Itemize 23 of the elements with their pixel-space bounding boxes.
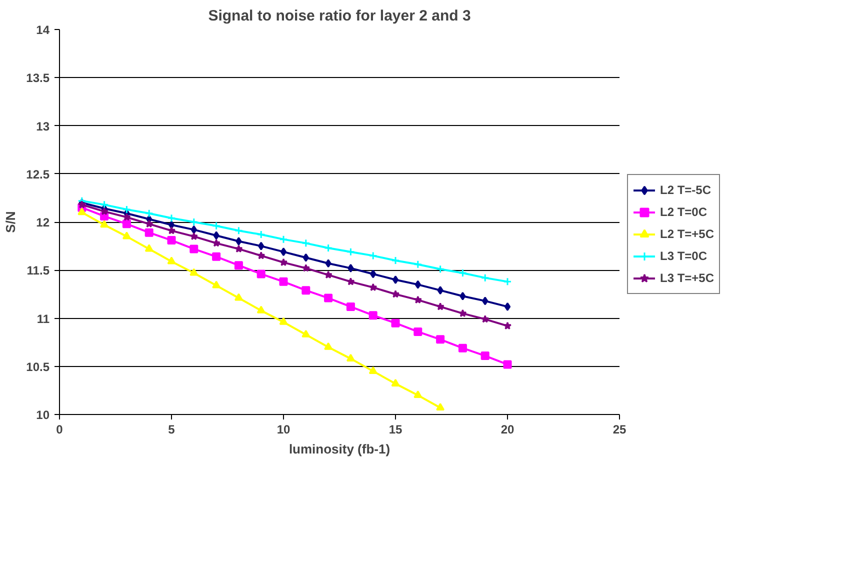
legend-label: L3 T=+5C <box>660 271 714 285</box>
x-tick-label: 5 <box>168 422 176 436</box>
x-tick-label: 25 <box>612 422 626 436</box>
y-axis-title: S/N <box>3 211 18 233</box>
x-tick-label: 15 <box>388 422 402 436</box>
y-tick-label: 11.5 <box>26 264 50 278</box>
legend-label: L2 T=-5C <box>660 183 712 197</box>
x-tick-label: 0 <box>56 422 64 436</box>
y-tick-label: 10 <box>36 408 50 422</box>
y-tick-label: 12 <box>36 216 50 230</box>
x-axis-title: luminosity (fb-1) <box>288 442 390 456</box>
y-tick-label: 13.5 <box>26 71 50 86</box>
legend-label: L2 T=+5C <box>660 227 714 241</box>
y-tick-label: 11 <box>36 312 50 326</box>
y-tick-label: 14 <box>36 23 50 37</box>
legend-label: L2 T=0C <box>660 205 708 219</box>
x-tick-label: 10 <box>276 422 290 436</box>
y-tick-label: 12.5 <box>26 167 50 182</box>
chart-title: Signal to noise ratio for layer 2 and 3 <box>208 8 471 24</box>
y-tick-label: 13 <box>36 119 50 134</box>
y-tick-label: 10.5 <box>26 360 50 374</box>
x-tick-label: 20 <box>500 422 514 436</box>
legend-label: L3 T=0C <box>660 249 708 263</box>
